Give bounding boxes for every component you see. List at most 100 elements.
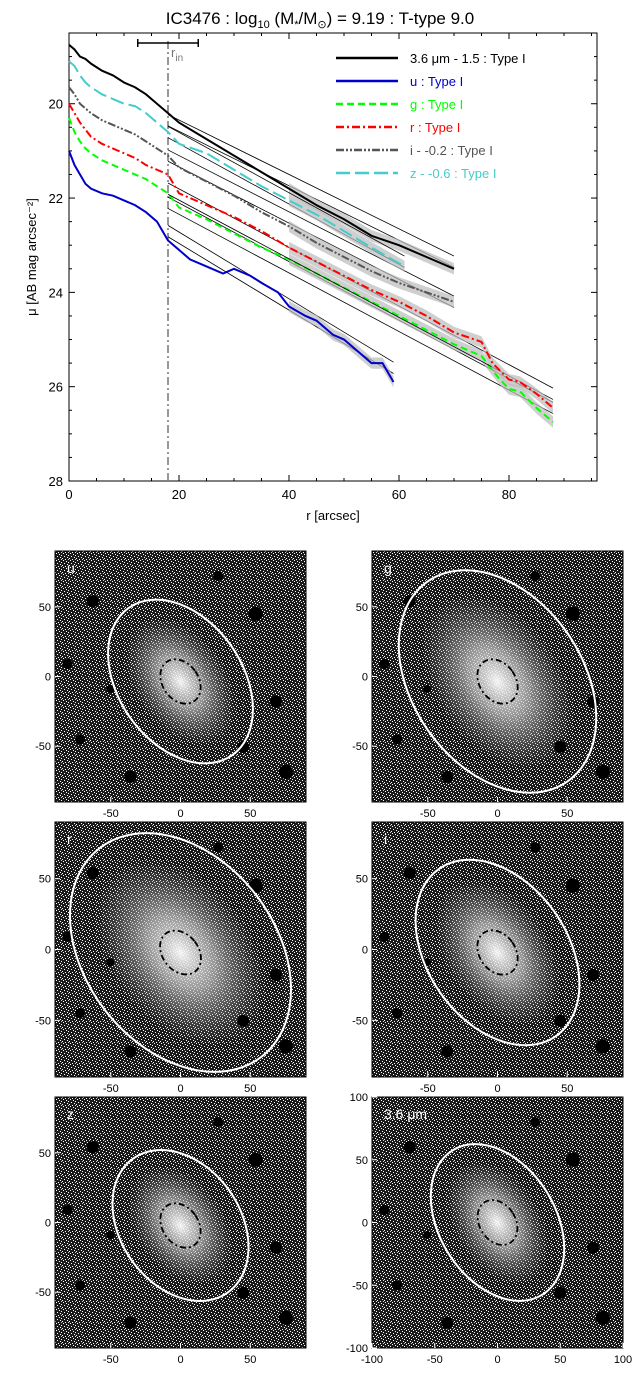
- inner-ellipse: [476, 929, 519, 976]
- panel-y-tick-label: -50: [352, 1015, 368, 1027]
- galaxy-glow: [127, 1165, 234, 1286]
- mask-blob: [213, 842, 224, 853]
- panel-label: z: [67, 1106, 74, 1122]
- panel-y-tick-label: 50: [39, 874, 51, 886]
- panel-y-tick-label: -50: [35, 1287, 51, 1299]
- x-tick-label: 40: [282, 487, 296, 502]
- panel-x-tick-label: 50: [244, 1354, 256, 1366]
- galaxy-glow: [433, 879, 562, 1026]
- legend: 3.6 μm - 1.5 : Type I u : Type I g : Type …: [336, 51, 526, 181]
- outer-ellipse: [414, 858, 581, 1047]
- mask-blob: [75, 1008, 86, 1019]
- mask-blob: [213, 1117, 224, 1128]
- series-fit-line: [167, 193, 554, 400]
- legend-label: g : Type I: [410, 97, 463, 112]
- panel-y-tick-label: 0: [45, 1218, 51, 1230]
- series-fit-line: [167, 114, 455, 257]
- legend-label: i - -0.2 : Type I: [410, 143, 493, 158]
- mask-blob: [62, 931, 73, 942]
- series-fit-line: [167, 149, 455, 297]
- mask-blob: [106, 685, 115, 694]
- panel-label: r: [67, 831, 72, 847]
- mask-blob: [423, 685, 432, 694]
- mask-blob: [530, 842, 541, 853]
- panel-x-tick-label: 50: [244, 808, 256, 820]
- mask-blob: [441, 770, 454, 783]
- mask-blob: [237, 1014, 250, 1027]
- panel-label: i: [384, 831, 387, 847]
- panel-y-tick-label: -100: [346, 1343, 368, 1355]
- y-tick-label: 22: [49, 191, 63, 206]
- y-tick-label: 28: [49, 474, 63, 489]
- r-in-label: rin: [171, 45, 183, 64]
- x-tick-label: 80: [502, 487, 516, 502]
- panel-x-tick-label: 50: [561, 808, 573, 820]
- panel-x-tick-label: -50: [420, 1083, 436, 1095]
- panel-x-tick-label: -50: [103, 1354, 119, 1366]
- panel-x-tick-label: 50: [244, 1083, 256, 1095]
- series-line-0: [68, 44, 455, 270]
- panel-y-tick-label: 50: [356, 602, 368, 614]
- panel-y-tick-label: -50: [352, 1280, 368, 1292]
- mask-blob: [392, 1280, 403, 1291]
- panel-y-tick-label: 50: [39, 1148, 51, 1160]
- panel-x-tick-label: -50: [103, 808, 119, 820]
- x-tick-label: 0: [65, 487, 72, 502]
- mask-blob: [595, 764, 610, 779]
- mask-blob: [565, 878, 580, 893]
- mask-blob: [278, 1310, 293, 1325]
- inner-ellipse: [159, 658, 202, 705]
- mask-blob: [595, 1039, 610, 1054]
- mask-blob: [278, 764, 293, 779]
- mask-blob: [248, 878, 263, 893]
- panel-x-tick-label: 0: [494, 808, 500, 820]
- y-tick-label: 26: [49, 380, 63, 395]
- image-panel-3: i -50 0 50 50 0 -50: [352, 821, 624, 1095]
- mask-blob: [237, 1286, 250, 1299]
- mask-blob: [75, 1280, 86, 1291]
- mask-blob: [269, 969, 282, 981]
- mask-blob: [441, 1045, 454, 1058]
- panel-label: 3.6 μm: [384, 1106, 427, 1122]
- mask-blob: [554, 1286, 567, 1299]
- mask-blob: [423, 1231, 432, 1240]
- panel-y-tick-label: 100: [350, 1092, 368, 1104]
- series-line-3: [68, 103, 554, 409]
- mask-blob: [595, 1310, 610, 1325]
- y-tick-label: 24: [49, 285, 63, 300]
- panel-label: u: [67, 560, 75, 576]
- mask-blob: [213, 571, 224, 582]
- image-panel-2: r -50 0 50 50 0 -50: [35, 821, 307, 1095]
- outer-ellipse: [111, 1149, 250, 1302]
- mask-blob: [86, 867, 99, 879]
- mask-blob: [403, 867, 416, 879]
- galaxy-glow: [94, 858, 267, 1047]
- mask-blob: [86, 1141, 99, 1154]
- panel-y-tick-label: 50: [356, 874, 368, 886]
- image-panel-4: z -50 0 50 50 0 -50: [35, 1096, 307, 1366]
- panel-x-tick-label: 0: [177, 808, 183, 820]
- series-line-4: [68, 86, 455, 303]
- mask-blob: [379, 1204, 390, 1215]
- panel-y-tick-label: -50: [352, 741, 368, 753]
- profile-chart: IC3476 : log10 (M*/M⊙) = 9.19 : T-type 9…: [24, 9, 598, 523]
- plot-frame: [68, 32, 598, 482]
- image-panel-1: g -50 0 50 50 0 -50: [352, 550, 624, 820]
- panel-y-tick-label: 0: [362, 672, 368, 684]
- series-error-band: [289, 300, 394, 388]
- series-line-1: [68, 150, 395, 383]
- mask-blob: [248, 606, 263, 621]
- inner-ellipse: [476, 1199, 519, 1246]
- galaxy-glow: [445, 1160, 550, 1285]
- mask-blob: [75, 734, 86, 745]
- mask-blob: [379, 931, 390, 942]
- mask-blob: [278, 1039, 293, 1054]
- series-error-band: [289, 241, 553, 414]
- panel-y-tick-label: 50: [39, 602, 51, 614]
- panel-y-tick-label: -50: [35, 1015, 51, 1027]
- mask-blob: [565, 1152, 580, 1167]
- x-tick-label: 20: [172, 487, 186, 502]
- mask-blob: [106, 958, 115, 967]
- mask-blob: [124, 770, 137, 783]
